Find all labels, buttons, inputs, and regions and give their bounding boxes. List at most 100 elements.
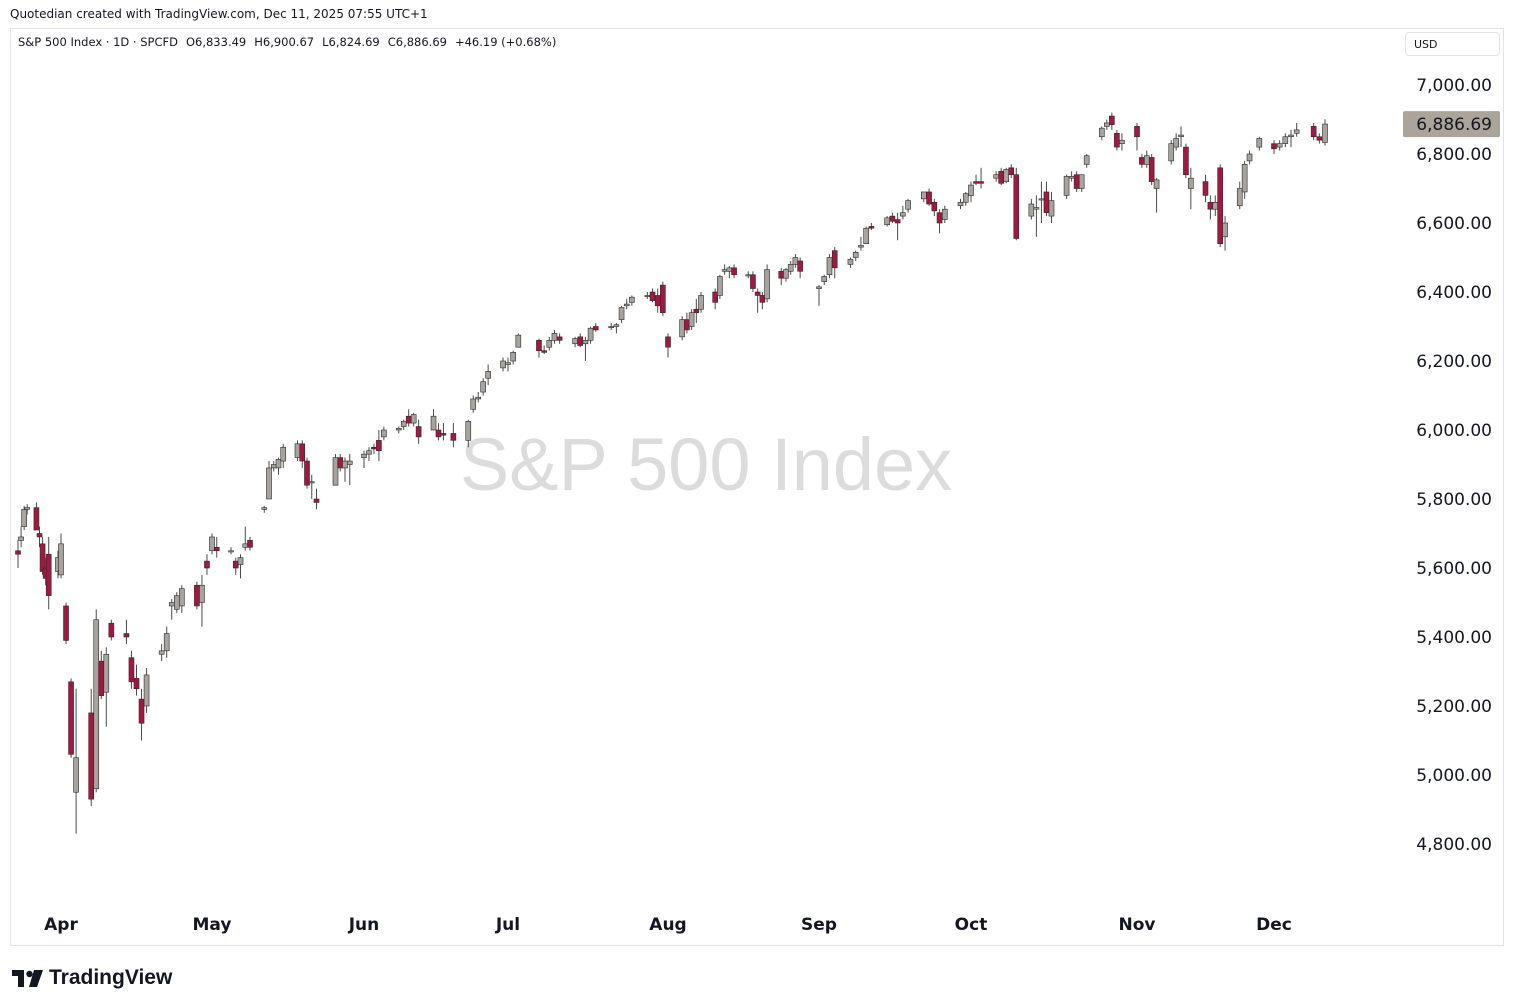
y-tick-label: 6,200.00 xyxy=(1416,352,1492,372)
candle-body xyxy=(1212,202,1219,210)
candle-body xyxy=(665,336,671,348)
x-tick-label: Aug xyxy=(649,915,686,935)
candle-body xyxy=(726,267,733,272)
candle-body xyxy=(941,208,948,220)
candle-body xyxy=(1063,176,1070,196)
candle-body xyxy=(847,258,854,265)
candle-body xyxy=(480,381,486,393)
candle-body xyxy=(381,429,387,438)
candle-body xyxy=(654,295,661,307)
legend-symbol[interactable]: S&P 500 Index · 1D · SPCFD xyxy=(18,35,178,49)
candle-body xyxy=(792,257,799,265)
candle-body xyxy=(936,212,943,224)
candle-body xyxy=(1048,200,1055,217)
candle-body xyxy=(863,227,869,245)
candle-body xyxy=(889,215,896,222)
candle-body xyxy=(1028,203,1035,217)
y-tick-label: 5,600.00 xyxy=(1416,559,1492,579)
candle-body xyxy=(978,181,984,184)
candle-body xyxy=(266,467,272,500)
candle-body xyxy=(1134,126,1140,138)
candle-body xyxy=(98,660,105,696)
candle-body xyxy=(592,326,599,331)
candle-body xyxy=(138,698,145,724)
candle-body xyxy=(242,543,249,548)
candle-body xyxy=(237,557,244,565)
candle-body xyxy=(213,546,220,552)
tradingview-logo[interactable]: TradingView xyxy=(12,966,172,990)
price-axis[interactable]: 4,800.00 5,000.00 5,200.00 5,400.00 5,600.00… xyxy=(1416,76,1492,855)
candle-body xyxy=(660,284,666,314)
candle-body xyxy=(510,352,516,362)
candle-body xyxy=(688,312,695,327)
candle-body xyxy=(515,334,522,348)
candle-body xyxy=(905,200,911,210)
candle-body xyxy=(541,350,547,353)
candle-body xyxy=(1288,134,1294,138)
candle-body xyxy=(684,319,690,331)
candle-body xyxy=(926,191,932,205)
candle-body xyxy=(58,543,64,576)
time-axis[interactable]: Apr May Jun Jul Aug Sep Oct Nov Dec xyxy=(44,915,1292,935)
candle-body xyxy=(618,307,625,320)
candle-body xyxy=(998,170,1004,184)
candle-body xyxy=(1276,143,1283,148)
y-tick-label: 6,600.00 xyxy=(1416,214,1492,234)
x-tick-label: Jul xyxy=(495,915,520,935)
candle-body xyxy=(1178,134,1184,138)
candle-body xyxy=(1073,174,1080,189)
candle-body xyxy=(536,339,542,351)
candle-body xyxy=(194,584,200,607)
candles-layer xyxy=(15,112,1328,834)
candle-body xyxy=(450,433,457,441)
candle-body xyxy=(21,509,27,527)
candle-body xyxy=(649,291,656,301)
candle-body xyxy=(500,360,506,369)
candle-body xyxy=(679,319,685,338)
candle-body xyxy=(168,602,175,607)
candle-body xyxy=(1282,136,1289,144)
x-tick-label: Sep xyxy=(801,915,837,935)
candle-body xyxy=(623,303,630,307)
candle-body xyxy=(750,274,756,289)
x-tick-label: Dec xyxy=(1256,915,1292,935)
candle-body xyxy=(63,605,69,641)
candle-body xyxy=(797,260,803,272)
candle-body xyxy=(1256,138,1263,148)
candle-body xyxy=(1139,157,1145,165)
legend-change: +46.19 (+0.68%) xyxy=(454,35,557,49)
candle-body xyxy=(1109,115,1115,125)
candle-body xyxy=(1168,143,1175,162)
candle-body xyxy=(973,181,979,184)
last-price-badge xyxy=(1403,111,1500,138)
candle-body xyxy=(361,453,367,458)
candle-body xyxy=(430,415,437,431)
candle-body xyxy=(831,250,838,269)
currency-selector[interactable]: USD xyxy=(1405,32,1500,56)
candle-body xyxy=(698,295,704,310)
candle-body xyxy=(957,202,964,207)
candle-body xyxy=(209,536,215,552)
y-tick-label: 6,400.00 xyxy=(1416,283,1492,303)
candle-body xyxy=(313,498,320,503)
legend-open: O6,833.49 xyxy=(185,35,247,49)
candle-body xyxy=(721,269,728,272)
legend-close: C6,886.69 xyxy=(387,35,447,49)
candle-body xyxy=(1222,222,1228,238)
candle-body xyxy=(39,543,46,572)
candle-body xyxy=(247,540,253,548)
candle-body xyxy=(1322,123,1328,143)
candle-body xyxy=(400,421,407,427)
candle-body xyxy=(754,291,761,296)
candle-body xyxy=(712,291,718,303)
candle-body xyxy=(921,191,927,200)
candle-body xyxy=(1143,155,1150,165)
candle-body xyxy=(1188,177,1194,189)
candle-body xyxy=(1003,169,1010,182)
last-price-marker: 6,886.69 xyxy=(1403,111,1500,138)
candle-body xyxy=(1207,202,1214,210)
candle-body xyxy=(15,550,21,555)
candle-body xyxy=(108,622,115,638)
tradingview-logo-icon xyxy=(12,969,43,987)
